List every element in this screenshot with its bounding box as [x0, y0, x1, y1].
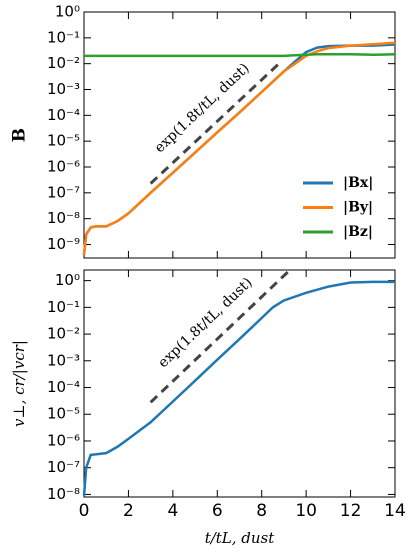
y-tick-label: 10⁻⁸	[47, 485, 80, 503]
legend-label: |Bz|	[343, 224, 373, 240]
y-tick-label: 10⁻⁸	[47, 209, 80, 227]
legend-label: |Bx|	[343, 175, 373, 191]
y-tick-label: 10⁻⁵	[47, 132, 80, 150]
y-tick-label: 10⁻¹	[47, 28, 80, 46]
y-tick-label: 10⁻⁶	[47, 431, 80, 449]
y-tick-label: 10⁻⁴	[47, 106, 80, 124]
x-tick-label: 8	[256, 501, 267, 521]
y-tick-label: 10⁰	[55, 271, 80, 289]
y-tick-label: 10⁻³	[47, 351, 80, 369]
guide-line	[149, 270, 290, 404]
series-line	[82, 41, 396, 255]
y-axis-label: v⊥, cr/|vcr|	[10, 340, 28, 427]
y-tick-label: 10⁻⁵	[47, 405, 80, 423]
guide-label: exp(1.8t/tL, dust)	[155, 275, 255, 372]
x-tick-label: 2	[123, 501, 134, 521]
y-tick-label: 10⁰	[55, 3, 80, 21]
x-tick-label: 6	[212, 501, 223, 521]
y-tick-label: 10⁻²	[47, 54, 80, 72]
guide-label: exp(1.8t/tL, dust)	[152, 60, 253, 156]
x-tick-label: 12	[340, 501, 362, 521]
y-axis-label: B	[10, 128, 30, 142]
y-tick-label: 10⁻⁷	[47, 183, 80, 201]
y-tick-label: 10⁻⁴	[47, 378, 80, 396]
x-tick-label: 10	[295, 501, 317, 521]
plot-frame	[83, 269, 396, 498]
x-tick-label: 0	[79, 501, 90, 521]
series-line	[82, 280, 395, 496]
x-tick-label: 4	[167, 501, 178, 521]
y-tick-label: 10⁻⁷	[47, 458, 80, 476]
y-tick-label: 10⁻⁶	[47, 157, 80, 175]
y-tick-label: 10⁻³	[47, 80, 80, 98]
guide-line	[149, 59, 283, 185]
legend-label: |By|	[343, 200, 373, 216]
y-tick-label: 10⁻¹	[47, 298, 80, 316]
x-axis-label: t/tL, dust	[205, 529, 276, 547]
series-line	[84, 53, 396, 58]
y-tick-label: 10⁻⁹	[47, 235, 80, 253]
y-tick-label: 10⁻²	[47, 325, 80, 343]
plot-frame	[83, 11, 396, 259]
x-tick-label: 14	[384, 501, 406, 521]
